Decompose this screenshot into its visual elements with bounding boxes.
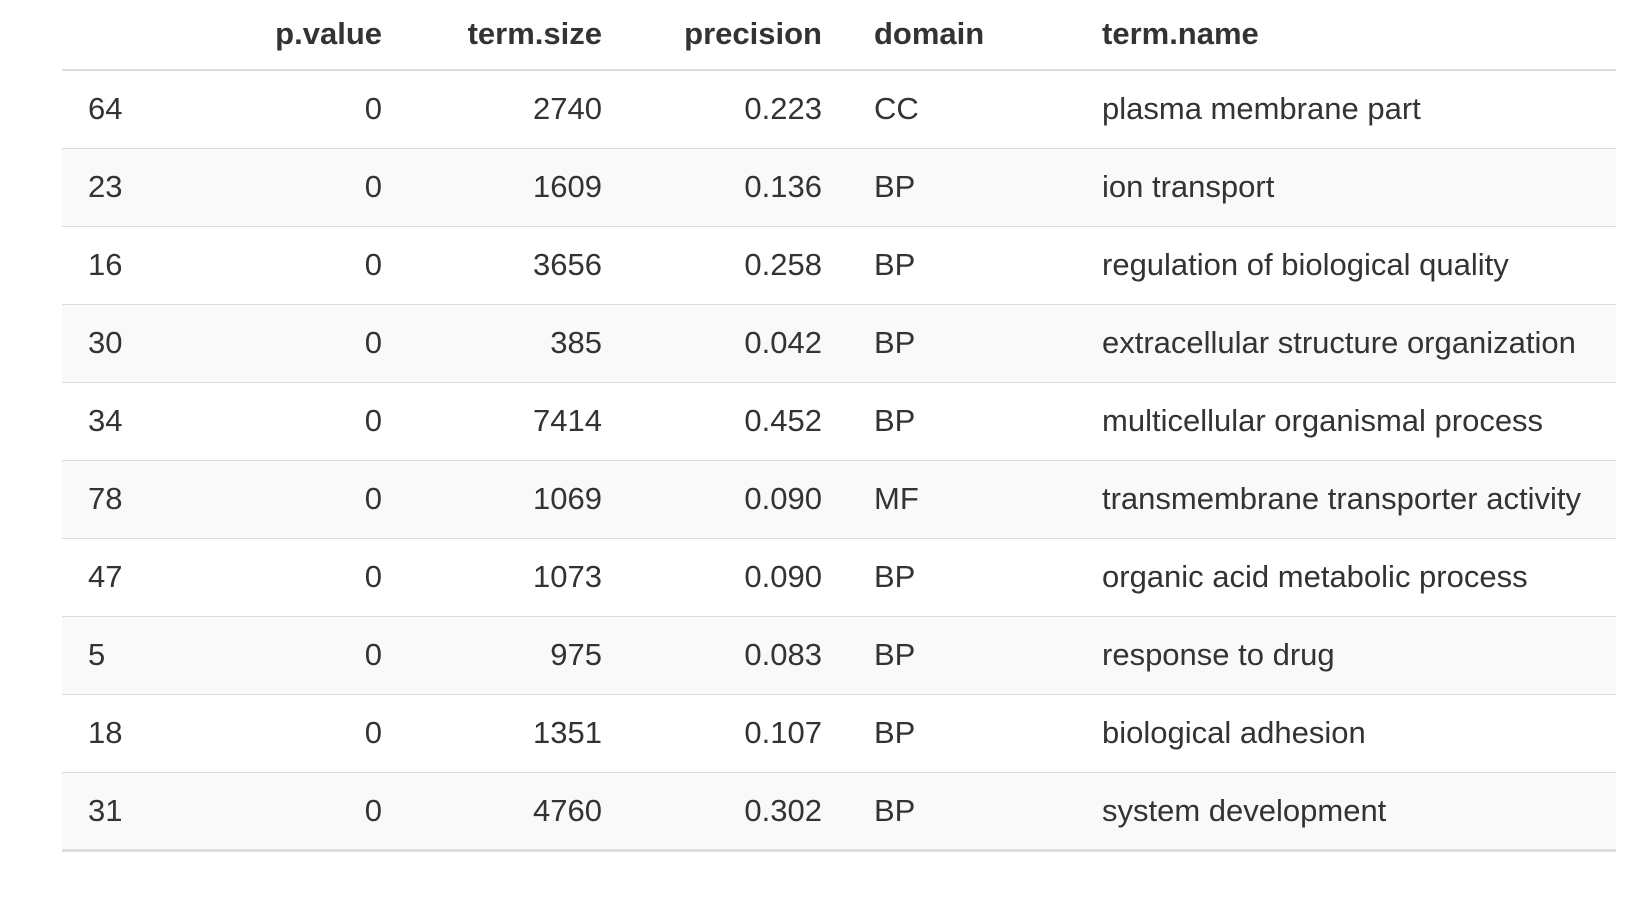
cell-term-name: response to drug — [1054, 616, 1616, 695]
cell-term-size: 3656 — [382, 226, 602, 305]
cell-index: 23 — [62, 148, 189, 227]
table-row: 5 0 975 0.083 BP response to drug — [62, 616, 1616, 695]
cell-domain: BP — [822, 616, 1054, 695]
cell-index: 34 — [62, 382, 189, 461]
cell-domain: BP — [822, 226, 1054, 305]
cell-term-size: 975 — [382, 616, 602, 695]
cell-p-value: 0 — [189, 772, 382, 852]
cell-term-name: regulation of biological quality — [1054, 226, 1616, 305]
cell-precision: 0.302 — [602, 772, 822, 852]
table-row: 16 0 3656 0.258 BP regulation of biological q… — [62, 226, 1616, 305]
column-header-domain: domain — [822, 0, 1054, 71]
cell-term-size: 2740 — [382, 70, 602, 149]
cell-precision: 0.452 — [602, 382, 822, 461]
table-row: 47 0 1073 0.090 BP organic acid metabolic pro… — [62, 538, 1616, 617]
cell-domain: BP — [822, 772, 1054, 852]
cell-p-value: 0 — [189, 70, 382, 149]
cell-index: 64 — [62, 70, 189, 149]
cell-domain: BP — [822, 304, 1054, 383]
results-table: p.value term.size precision domain term.… — [62, 0, 1616, 852]
cell-index: 78 — [62, 460, 189, 539]
cell-p-value: 0 — [189, 382, 382, 461]
table-row: 64 0 2740 0.223 CC plasma membrane part — [62, 70, 1616, 149]
cell-index: 31 — [62, 772, 189, 852]
cell-index: 47 — [62, 538, 189, 617]
cell-precision: 0.223 — [602, 70, 822, 149]
column-header-term-size: term.size — [382, 0, 602, 71]
cell-term-size: 1069 — [382, 460, 602, 539]
cell-term-size: 1073 — [382, 538, 602, 617]
table-row: 30 0 385 0.042 BP extracellular structure org… — [62, 304, 1616, 383]
cell-precision: 0.107 — [602, 694, 822, 773]
cell-p-value: 0 — [189, 616, 382, 695]
cell-precision: 0.042 — [602, 304, 822, 383]
cell-term-name: ion transport — [1054, 148, 1616, 227]
cell-term-size: 4760 — [382, 772, 602, 852]
cell-index: 18 — [62, 694, 189, 773]
cell-term-name: multicellular organismal process — [1054, 382, 1616, 461]
table-body: 64 0 2740 0.223 CC plasma membrane part 23 0 160… — [62, 70, 1616, 852]
cell-precision: 0.083 — [602, 616, 822, 695]
table-header: p.value term.size precision domain term.… — [62, 0, 1616, 71]
header-row: p.value term.size precision domain term.… — [62, 0, 1616, 71]
cell-domain: CC — [822, 70, 1054, 149]
cell-term-size: 385 — [382, 304, 602, 383]
cell-precision: 0.090 — [602, 460, 822, 539]
table-row: 31 0 4760 0.302 BP system development — [62, 772, 1616, 852]
column-header-p-value: p.value — [189, 0, 382, 71]
cell-p-value: 0 — [189, 148, 382, 227]
results-table-container: p.value term.size precision domain term.… — [62, 0, 1616, 852]
cell-domain: BP — [822, 538, 1054, 617]
cell-p-value: 0 — [189, 538, 382, 617]
cell-term-name: plasma membrane part — [1054, 70, 1616, 149]
cell-term-size: 1351 — [382, 694, 602, 773]
cell-index: 30 — [62, 304, 189, 383]
table-row: 34 0 7414 0.452 BP multicellular organismal p… — [62, 382, 1616, 461]
cell-precision: 0.258 — [602, 226, 822, 305]
table-row: 78 0 1069 0.090 MF transmembrane transporter … — [62, 460, 1616, 539]
cell-p-value: 0 — [189, 460, 382, 539]
cell-p-value: 0 — [189, 226, 382, 305]
column-header-term-name: term.name — [1054, 0, 1616, 71]
table-row: 18 0 1351 0.107 BP biological adhesion — [62, 694, 1616, 773]
cell-term-name: system development — [1054, 772, 1616, 852]
cell-term-name: biological adhesion — [1054, 694, 1616, 773]
cell-precision: 0.090 — [602, 538, 822, 617]
column-header-index — [62, 0, 189, 71]
cell-term-size: 7414 — [382, 382, 602, 461]
cell-term-name: organic acid metabolic process — [1054, 538, 1616, 617]
cell-term-name: extracellular structure organization — [1054, 304, 1616, 383]
cell-term-size: 1609 — [382, 148, 602, 227]
cell-domain: BP — [822, 148, 1054, 227]
cell-domain: BP — [822, 694, 1054, 773]
cell-precision: 0.136 — [602, 148, 822, 227]
cell-domain: MF — [822, 460, 1054, 539]
cell-domain: BP — [822, 382, 1054, 461]
cell-term-name: transmembrane transporter activity — [1054, 460, 1616, 539]
cell-index: 5 — [62, 616, 189, 695]
table-row: 23 0 1609 0.136 BP ion transport — [62, 148, 1616, 227]
cell-index: 16 — [62, 226, 189, 305]
column-header-precision: precision — [602, 0, 822, 71]
cell-p-value: 0 — [189, 694, 382, 773]
cell-p-value: 0 — [189, 304, 382, 383]
